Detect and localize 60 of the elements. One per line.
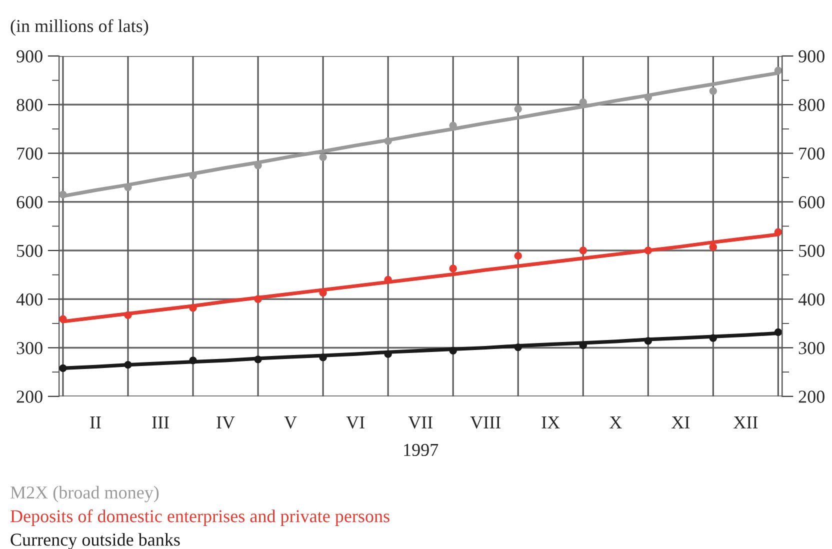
y-tick-label: 300	[16, 342, 42, 354]
point	[254, 295, 262, 303]
point	[514, 105, 522, 113]
point	[124, 311, 132, 319]
y2-tick-label: 400	[798, 293, 824, 306]
x-tick-label: V	[284, 416, 297, 429]
y-tick-label: 600	[16, 196, 42, 208]
y2-tick-label: 800	[798, 98, 824, 112]
y2-tick-label: 700	[799, 148, 824, 160]
y-axis-title: (in millions of lats)	[10, 19, 148, 36]
point	[384, 350, 392, 358]
point	[59, 315, 67, 323]
y2-tick-label: 200	[798, 390, 824, 403]
x-tick-label: VI	[346, 416, 364, 429]
point	[59, 190, 67, 198]
point	[644, 94, 652, 102]
point	[709, 243, 717, 251]
point	[774, 66, 782, 74]
x-axis-title: 1997	[404, 444, 438, 456]
x-tick-label: X	[610, 416, 622, 428]
point	[514, 252, 522, 260]
x-tick-label: IX	[542, 416, 560, 428]
x-tick-label: VIII	[470, 416, 500, 429]
y-tick-label: 700	[17, 148, 42, 160]
point	[384, 137, 392, 145]
point	[514, 343, 522, 352]
y-tick-label: 200	[16, 390, 42, 403]
point	[319, 354, 327, 362]
point	[709, 87, 717, 95]
x-tick-label: VII	[408, 416, 432, 429]
y2-tick-label: 300	[798, 342, 824, 354]
text: M2X (broad money)	[10, 486, 159, 502]
point	[319, 153, 327, 161]
point	[189, 304, 197, 312]
point	[189, 172, 197, 180]
point	[449, 264, 457, 272]
text: Deposits of domestic enterprises and private persons	[10, 509, 390, 526]
x-tick-label: III	[152, 416, 169, 428]
y2-tick-label: 500	[799, 244, 824, 257]
x-tick-label: XI	[672, 416, 690, 428]
point	[449, 346, 457, 354]
point	[579, 246, 587, 254]
y2-tick-label: 900	[798, 50, 824, 62]
point	[774, 228, 782, 236]
point	[644, 337, 652, 345]
point	[709, 334, 717, 342]
point	[644, 246, 652, 254]
y-tick-label: 800	[16, 98, 42, 112]
point	[774, 328, 782, 336]
x-tick-label: II	[90, 416, 101, 428]
point	[189, 356, 197, 364]
y2-tick-label: 600	[798, 196, 824, 208]
point	[124, 360, 132, 369]
y-tick-label: 900	[16, 50, 42, 62]
point	[59, 364, 67, 372]
x-tick-label: IV	[216, 416, 235, 429]
y-tick-label: 500	[17, 244, 42, 257]
x-tick-label: XII	[734, 416, 758, 428]
y-tick-label: 400	[16, 293, 42, 306]
point	[254, 356, 262, 364]
